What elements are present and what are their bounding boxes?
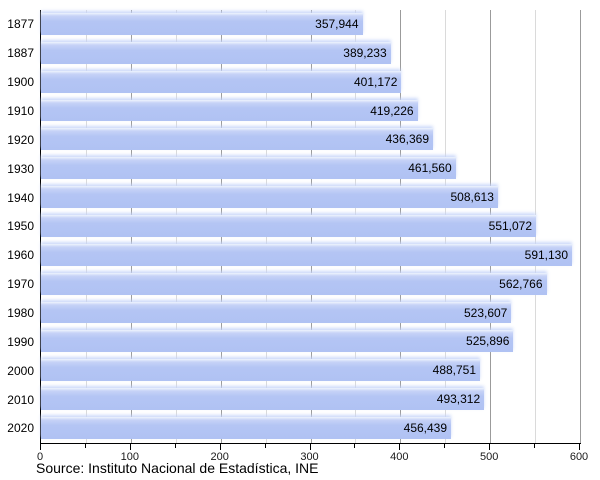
bar-value-label: 591,130	[524, 247, 569, 262]
year-label: 1960	[7, 248, 34, 263]
bar: 523,607	[41, 301, 512, 324]
bar: 436,369	[41, 128, 433, 151]
bar-row: 456,439	[41, 414, 580, 443]
bar-row: 493,312	[41, 385, 580, 414]
x-tick-label: 600	[569, 451, 589, 463]
bar: 562,766	[41, 272, 547, 295]
bar-row: 401,172	[41, 68, 580, 97]
year-label: 1877	[7, 17, 34, 32]
year-label: 2010	[7, 392, 34, 407]
bar-value-label: 525,896	[466, 334, 510, 349]
bar: 357,944	[41, 13, 363, 35]
bar-value-label: 357,944	[315, 16, 359, 31]
bar: 525,896	[41, 330, 514, 353]
bar-row: 551,072	[41, 212, 580, 241]
year-label: 2020	[7, 421, 34, 436]
bar: 419,226	[41, 99, 418, 122]
x-tick-minor	[444, 444, 446, 448]
bar-value-label: 456,439	[403, 420, 448, 435]
year-label: 1930	[7, 161, 34, 176]
x-tick-minor	[84, 444, 86, 448]
bar-value-label: 551,072	[488, 218, 533, 233]
x-tick-minor	[264, 444, 266, 448]
bar-row: 523,607	[41, 299, 580, 328]
year-label: 1950	[7, 219, 34, 234]
bar-row: 436,369	[41, 125, 580, 154]
bar-value-label: 419,226	[370, 103, 414, 118]
x-tick-label: 400	[390, 451, 409, 463]
bar-value-label: 562,766	[499, 276, 543, 291]
bar: 551,072	[41, 215, 537, 237]
x-tick-label: 0	[36, 451, 44, 463]
bar: 461,560	[41, 157, 456, 180]
bar-value-label: 401,172	[353, 74, 398, 89]
bar-value-label: 389,233	[343, 45, 387, 60]
bar-row: 562,766	[41, 270, 580, 299]
bar-value-label: 493,312	[436, 392, 481, 407]
x-tick-label: 100	[120, 451, 140, 463]
x-tick-label: 200	[210, 451, 229, 463]
bar: 508,613	[41, 186, 498, 209]
bar-row: 389,233	[41, 39, 580, 68]
bar: 389,233	[41, 41, 391, 64]
x-tick-major	[579, 444, 580, 450]
bar-value-label: 508,613	[450, 190, 494, 205]
bar-row: 508,613	[41, 183, 580, 212]
bar-value-label: 436,369	[385, 132, 429, 147]
year-label: 1887	[7, 46, 34, 61]
bar: 456,439	[41, 417, 452, 439]
x-axis-line	[40, 443, 581, 444]
x-tick-major	[129, 444, 131, 450]
x-tick-major	[40, 444, 41, 450]
year-label: 2000	[7, 363, 34, 378]
x-tick-major	[489, 444, 491, 450]
bar-value-label: 488,751	[432, 363, 477, 378]
year-label: 1910	[7, 104, 34, 118]
bar-value-label: 523,607	[463, 305, 508, 320]
bar-row: 488,751	[41, 356, 580, 385]
bar: 488,751	[41, 359, 481, 382]
x-axis-ticks: 0 100 200 300 400 500 600	[36, 444, 588, 463]
x-tick-minor	[534, 444, 536, 448]
x-tick-label: 500	[479, 451, 499, 463]
bar-row: 591,130	[41, 241, 580, 270]
x-tick-major	[399, 444, 401, 450]
x-tick-label: 300	[300, 451, 319, 463]
source-note: Source: Instituto Nacional de Estadístic…	[36, 460, 319, 476]
year-label: 1920	[7, 132, 34, 147]
x-tick-major	[219, 444, 221, 450]
bar-value-label: 461,560	[408, 161, 452, 176]
year-label: 1970	[7, 277, 34, 292]
bar-row: 525,896	[41, 327, 580, 356]
bar-row: 419,226	[41, 97, 580, 126]
bar-row: 357,944	[41, 10, 580, 39]
year-label: 1990	[7, 334, 34, 349]
bar: 591,130	[41, 243, 573, 266]
x-tick-minor	[354, 444, 356, 448]
bars-container: 357,944 389,233 401,172 419,226 436,369 461,5…	[41, 10, 580, 443]
x-tick-major	[309, 444, 311, 450]
year-label: 1940	[7, 190, 34, 205]
year-label: 1900	[7, 75, 34, 90]
bar: 493,312	[41, 388, 485, 411]
bar: 401,172	[41, 70, 402, 93]
plot-area: 357,944 389,233 401,172 419,226 436,369 461,5…	[40, 10, 581, 443]
bar-row: 461,560	[41, 154, 580, 183]
x-tick-minor	[174, 444, 176, 448]
y-axis-category-labels: 1877 1887 1900 1910 1920 1930 1940 1950 1960 1970…	[0, 10, 40, 443]
year-label: 1980	[7, 306, 34, 321]
gridline-major	[580, 10, 581, 443]
